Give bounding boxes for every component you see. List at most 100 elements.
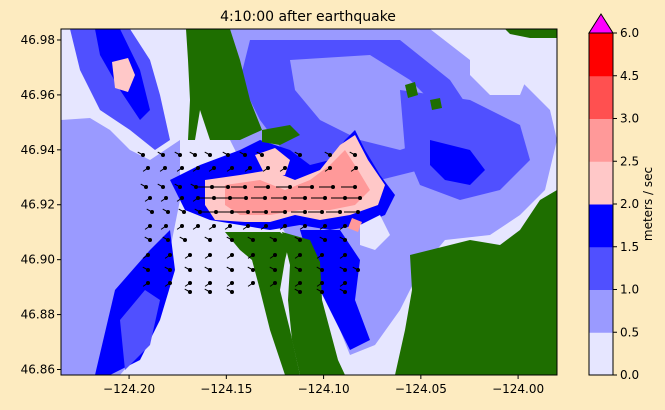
colorbar-band: [589, 332, 613, 376]
velocity-arrow: [308, 210, 324, 214]
velocity-arrow: [239, 151, 247, 157]
speed-zone-south-inner: [120, 290, 160, 370]
speed-zone-slack-eddy: [360, 215, 390, 250]
colorbar-band: [589, 33, 613, 77]
land-south-peninsula: [282, 232, 345, 375]
velocity-arrow: [204, 151, 212, 157]
velocity-arrow: [251, 196, 267, 200]
velocity-arrow: [208, 224, 216, 230]
speed-zone-east-jet: [430, 140, 485, 185]
velocity-arrow: [159, 166, 167, 172]
velocity-arrow: [291, 210, 307, 214]
velocity-arrow: [140, 183, 148, 189]
velocity-arrow: [142, 166, 150, 172]
velocity-arrow: [160, 224, 168, 230]
chart-title: 4:10:00 after earthquake: [220, 9, 396, 25]
velocity-arrow: [232, 196, 248, 200]
velocity-arrow: [269, 281, 277, 287]
colorbar-band: [589, 204, 613, 248]
velocity-arrow: [226, 281, 234, 287]
velocity-arrow: [222, 151, 230, 157]
velocity-arrow: [204, 288, 212, 294]
velocity-arrow: [144, 224, 152, 230]
x-tick-label: −124.10: [298, 382, 350, 396]
velocity-arrow: [176, 166, 184, 172]
velocity-arrow: [294, 288, 302, 294]
velocity-arrow: [234, 210, 250, 214]
y-tick-label: 46.98: [21, 33, 55, 47]
velocity-arrow: [226, 166, 234, 172]
velocity-arrow: [271, 196, 287, 200]
velocity-arrow: [247, 266, 255, 272]
colorbar-label: meters / sec: [641, 167, 655, 241]
speed-zone-inlet-core: [225, 150, 370, 215]
velocity-arrow: [269, 266, 277, 272]
colorbar-ticks: 0.0 0.5 1.0 1.5 2.0 2.5 3.0 4.5 6.0: [613, 26, 639, 382]
velocity-arrow: [339, 288, 347, 294]
velocity-arrow: [216, 196, 232, 200]
land-north-point: [262, 125, 300, 145]
velocity-arrow: [256, 151, 264, 157]
y-tick-label: 46.86: [21, 363, 55, 377]
velocity-arrow: [144, 196, 152, 202]
colorbar-bands: [589, 33, 613, 376]
colorbar-tick-label: 2.5: [620, 154, 639, 168]
speed-zone-north-patch: [112, 58, 135, 92]
velocity-arrow: [176, 196, 184, 202]
velocity-arrow: [184, 266, 192, 272]
velocity-arrow: [324, 166, 332, 172]
velocity-arrow: [349, 151, 357, 157]
velocity-arrow: [192, 196, 200, 202]
velocity-arrow: [316, 253, 324, 259]
land-northeast: [505, 29, 557, 38]
velocity-arrow: [260, 224, 268, 230]
velocity-arrow: [179, 236, 187, 242]
velocity-arrow: [326, 210, 342, 214]
velocity-arrow: [311, 196, 327, 200]
velocity-arrow: [294, 253, 302, 259]
velocity-arrow: [242, 224, 250, 230]
velocity-arrow: [247, 281, 255, 287]
velocity-arrow: [331, 196, 347, 200]
velocity-arrow: [204, 253, 212, 259]
velocity-arrow: [142, 266, 150, 272]
velocity-arrow: [279, 166, 287, 172]
speed-zone-bay-shoal: [290, 55, 440, 150]
velocity-arrow: [214, 185, 230, 189]
land-islet-1: [405, 82, 418, 98]
velocity-arrow: [341, 185, 357, 189]
velocity-arrow: [346, 196, 362, 200]
velocity-arrow: [189, 151, 197, 157]
velocity-arrow: [339, 236, 347, 242]
velocity-arrow: [226, 253, 234, 259]
velocity-arrow: [247, 236, 255, 242]
velocity-arrow: [142, 253, 150, 259]
y-tick-label: 46.88: [21, 308, 55, 322]
land-islet-2: [430, 98, 442, 110]
velocity-arrow: [184, 288, 192, 294]
land-north-spit: [186, 29, 202, 140]
velocity-arrow: [279, 224, 287, 230]
velocity-arrow: [269, 253, 277, 259]
velocity-arrow: [352, 266, 360, 272]
velocity-arrow: [294, 266, 302, 272]
speed-zone-east-bay: [400, 90, 530, 200]
velocity-arrow: [319, 185, 335, 189]
velocity-arrow: [244, 166, 252, 172]
velocity-arrow: [204, 236, 212, 242]
x-tick-label: −124.05: [395, 382, 447, 396]
y-tick-label: 46.92: [21, 198, 55, 212]
velocity-arrow: [226, 266, 234, 272]
velocity-arrow: [294, 151, 302, 157]
x-axis: −124.20 −124.15 −124.10 −124.05 −124.00: [103, 375, 544, 396]
velocity-arrow: [190, 183, 198, 189]
velocity-arrow: [157, 151, 165, 157]
y-tick-label: 46.96: [21, 88, 55, 102]
velocity-arrow: [208, 166, 216, 172]
land-north-peninsula: [200, 29, 262, 140]
velocity-arrow: [294, 236, 302, 242]
colorbar-tick-label: 0.5: [620, 325, 639, 339]
velocity-arrow: [298, 185, 314, 189]
velocity-arrow: [319, 224, 327, 230]
